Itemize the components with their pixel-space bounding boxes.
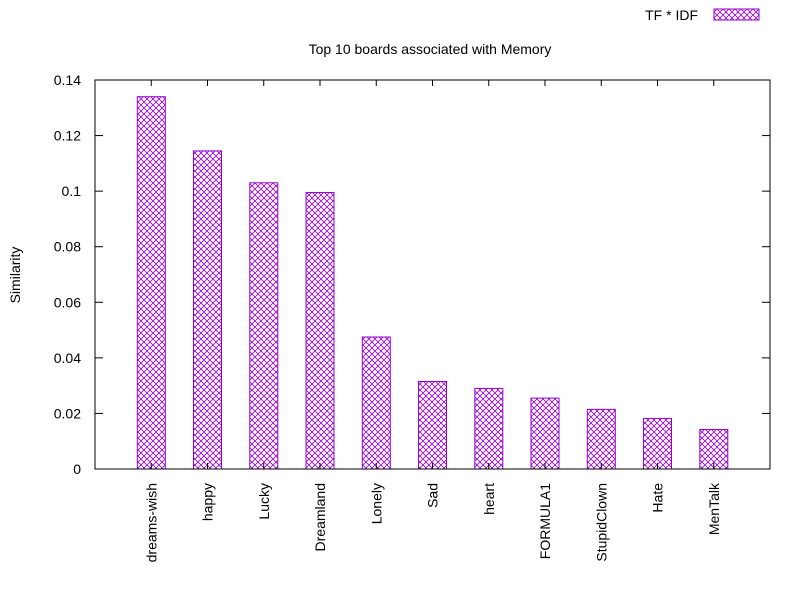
y-tick-label: 0.04: [54, 350, 81, 366]
bar-stupidclown: [586, 408, 616, 470]
y-tick-label: 0.1: [62, 183, 82, 199]
y-tick-label: 0.14: [54, 72, 81, 88]
bar-hate: [643, 417, 672, 470]
x-ticks-group: dreams-wish happy Lucky Dreamland Lonely Sad h…: [143, 80, 722, 562]
y-ticks-group: 0 0.02 0.04 0.06 0.08 0.1 0.12 0.14: [54, 72, 770, 477]
x-tick-label: Sad: [425, 483, 441, 508]
x-tick-label: happy: [200, 483, 216, 521]
bar-mentalk: [699, 429, 729, 470]
bar-lonely: [361, 336, 391, 470]
legend-label: TF * IDF: [645, 7, 698, 23]
y-tick-label: 0.06: [54, 294, 81, 310]
bar-heart: [474, 387, 504, 470]
bar-sad: [418, 381, 447, 470]
x-tick-label: StupidClown: [593, 483, 609, 562]
x-tick-label: dreams-wish: [143, 483, 159, 562]
bar-formula1: [530, 397, 560, 470]
x-tick-label: Hate: [650, 483, 666, 513]
bar-lucky: [249, 182, 279, 470]
y-tick-label: 0.08: [54, 239, 81, 255]
x-tick-label: FORMULA1: [537, 483, 553, 559]
legend: TF * IDF: [645, 7, 760, 23]
y-axis-label: Similarity: [7, 247, 23, 304]
x-tick-label: Lucky: [256, 483, 272, 520]
x-tick-label: MenTalk: [706, 482, 722, 535]
plot-frame: [94, 79, 771, 470]
y-tick-label: 0: [73, 461, 81, 477]
bar-dreams-wish: [136, 96, 166, 470]
legend-swatch: [713, 8, 760, 21]
bar-dreamland: [305, 192, 335, 470]
chart-title: Top 10 boards associated with Memory: [309, 41, 552, 57]
x-tick-label: Lonely: [368, 483, 384, 524]
x-tick-label: Dreamland: [312, 483, 328, 551]
y-tick-label: 0.12: [54, 128, 81, 144]
bars-group: [136, 96, 729, 470]
x-tick-label: heart: [481, 483, 497, 515]
bar-happy: [193, 150, 222, 470]
y-tick-label: 0.02: [54, 405, 81, 421]
